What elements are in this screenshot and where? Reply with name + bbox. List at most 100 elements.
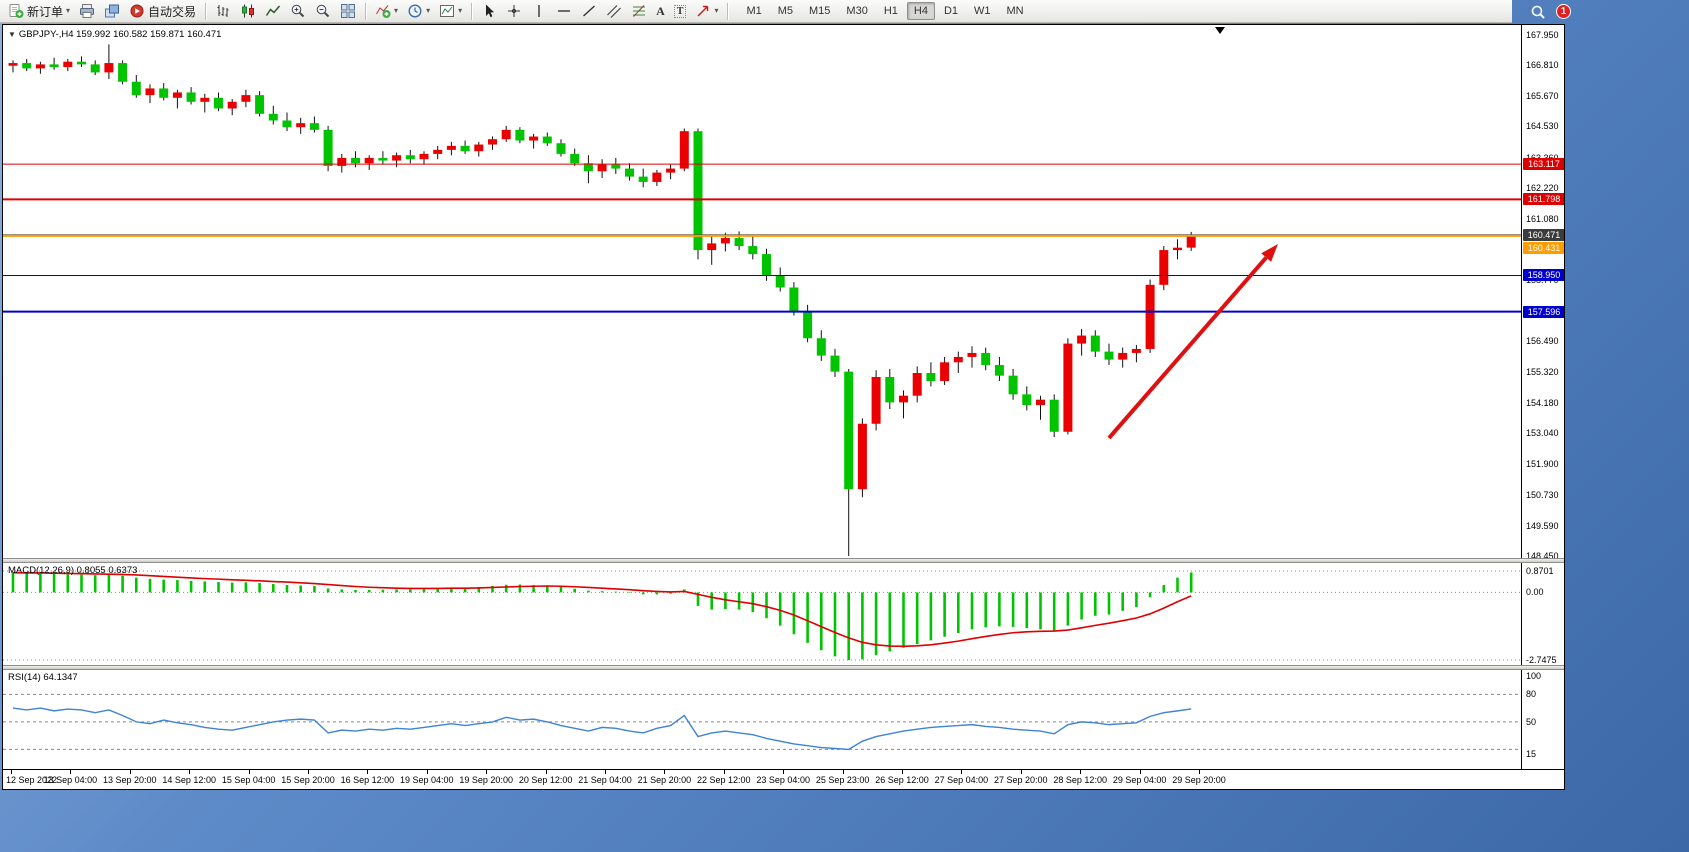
candle-body xyxy=(227,101,237,109)
macd-panel-canvas[interactable] xyxy=(3,563,1521,665)
candle-body xyxy=(529,136,539,141)
candle-body xyxy=(159,88,169,98)
rsi-axis-label: 100 xyxy=(1526,671,1542,681)
candle-body xyxy=(570,153,580,164)
candle-body xyxy=(501,129,511,140)
auto-trading-button[interactable]: 自动交易 xyxy=(125,1,200,21)
candle-body xyxy=(268,113,278,121)
price-axis-label: 162.220 xyxy=(1526,183,1559,194)
timeframe-m5-button[interactable]: M5 xyxy=(777,5,794,17)
candle-body xyxy=(104,63,114,73)
timeframe-h1-button[interactable]: H1 xyxy=(883,5,898,17)
text-label-tool-button[interactable]: T xyxy=(670,1,691,21)
cursor-tool-button[interactable] xyxy=(477,1,501,21)
candle-body xyxy=(351,157,360,164)
trend-arrow-line[interactable] xyxy=(1107,256,1268,440)
crosshair-tool-button[interactable] xyxy=(502,1,526,21)
time-axis-label: 13 Sep 20:00 xyxy=(103,775,157,785)
time-axis-tick xyxy=(842,770,844,774)
text-tool-button[interactable]: A xyxy=(652,1,669,21)
auto-trading-label: 自动交易 xyxy=(148,4,197,19)
time-axis-label: 19 Sep 04:00 xyxy=(400,775,454,785)
timeframe-mn-button[interactable]: MN xyxy=(1006,5,1024,17)
ohlc-values: 159.992 160.582 159.871 160.471 xyxy=(76,29,222,40)
line-chart-mode-button[interactable] xyxy=(261,1,285,21)
periods-button[interactable]: ▾ xyxy=(403,1,434,21)
candle-body xyxy=(172,92,182,98)
time-axis-tick xyxy=(783,770,785,774)
rsi-axis-label: 15 xyxy=(1526,749,1537,759)
chart-window: ▼ GBPJPY-,H4 159.992 160.582 159.871 160.… xyxy=(2,24,1565,790)
candle-body xyxy=(241,95,251,102)
timeframe-w1-button[interactable]: W1 xyxy=(974,5,991,17)
macd-signal-line xyxy=(12,571,1192,648)
time-axis-tick xyxy=(664,770,666,774)
price-axis-label: 153.040 xyxy=(1526,428,1559,439)
time-axis-tick xyxy=(486,770,488,774)
candle-body xyxy=(118,63,128,82)
profiles-button[interactable] xyxy=(100,1,124,21)
candlestick-mode-button[interactable] xyxy=(236,1,260,21)
toolbar-separator xyxy=(365,2,367,20)
time-axis-label: 27 Sep 20:00 xyxy=(994,775,1048,785)
fibonacci-tool-button[interactable] xyxy=(627,1,651,21)
candle-body xyxy=(967,352,977,357)
new-order-button[interactable]: 新订单 ▾ xyxy=(4,1,74,21)
vertical-line-icon xyxy=(538,5,540,17)
fibonacci-icon xyxy=(633,5,646,17)
timeframe-m15-button[interactable]: M15 xyxy=(809,5,831,17)
timeframe-m1-button[interactable]: M1 xyxy=(746,5,762,17)
zoom-in-button[interactable] xyxy=(286,1,310,21)
indicators-button[interactable]: ▾ xyxy=(371,1,402,21)
time-axis-tick xyxy=(308,770,309,774)
dropdown-arrow-icon: ▾ xyxy=(66,6,71,15)
candle-body xyxy=(378,157,388,161)
candle-body xyxy=(885,376,895,403)
print-icon xyxy=(80,4,95,18)
price-axis-label: 154.180 xyxy=(1526,397,1559,408)
vertical-line-tool-button[interactable] xyxy=(527,1,551,21)
toolbar-separator xyxy=(205,2,207,20)
price-chart-canvas[interactable] xyxy=(3,25,1521,558)
channel-icon xyxy=(607,5,621,18)
timeframe-d1-button[interactable]: D1 xyxy=(943,5,959,17)
candle-body xyxy=(638,176,648,182)
print-button[interactable] xyxy=(75,1,99,21)
panel-splitter[interactable] xyxy=(3,665,1564,670)
search-icon[interactable] xyxy=(1530,4,1546,20)
horizontal-line-tool-button[interactable] xyxy=(552,1,576,21)
channel-tool-button[interactable] xyxy=(602,1,626,21)
time-axis-label: 15 Sep 20:00 xyxy=(281,775,335,785)
timeframe-h4-button[interactable]: H4 xyxy=(906,2,935,20)
rsi-label: RSI(14) 64.1347 xyxy=(8,672,78,683)
time-axis[interactable]: 12 Sep 2022 13 Sep 04:00 13 Sep 20:00 14 Se… xyxy=(3,769,1564,789)
time-axis-label: 13 Sep 04:00 xyxy=(43,775,98,785)
candle-body xyxy=(611,164,621,169)
cursor-icon xyxy=(486,4,495,18)
rsi-panel-canvas[interactable] xyxy=(3,670,1521,769)
macd-axis-label: 0.8701 xyxy=(1526,566,1554,576)
chart-title: ▼ GBPJPY-,H4 159.992 160.582 159.871 160.… xyxy=(8,29,221,40)
bar-chart-mode-button[interactable] xyxy=(211,1,235,21)
candle-body xyxy=(1049,399,1059,432)
tile-windows-button[interactable] xyxy=(336,1,360,21)
notification-badge[interactable]: 1 xyxy=(1556,4,1571,19)
trendline-tool-button[interactable] xyxy=(577,1,601,21)
time-axis-tick xyxy=(1080,770,1082,774)
panel-splitter[interactable] xyxy=(3,558,1564,563)
time-axis-label: 16 Sep 12:00 xyxy=(340,775,395,785)
candle-body xyxy=(803,311,813,339)
price-axis[interactable]: 167.950 166.810 165.670 164.530 163.360 162.2… xyxy=(1521,25,1564,769)
rsi-line xyxy=(12,707,1192,751)
candle-body xyxy=(446,145,456,150)
zoom-out-button[interactable] xyxy=(311,1,335,21)
timeframe-m30-button[interactable]: M30 xyxy=(846,5,868,17)
symbol-dropdown-icon: ▼ xyxy=(8,30,16,39)
candle-body xyxy=(926,372,936,381)
candle-body xyxy=(912,372,922,396)
templates-button[interactable]: ▾ xyxy=(435,1,466,21)
price-axis-label: 148.450 xyxy=(1526,551,1559,561)
arrows-tool-button[interactable]: ▾ xyxy=(691,1,722,21)
time-axis-tick xyxy=(605,770,606,774)
candle-body xyxy=(830,355,840,372)
